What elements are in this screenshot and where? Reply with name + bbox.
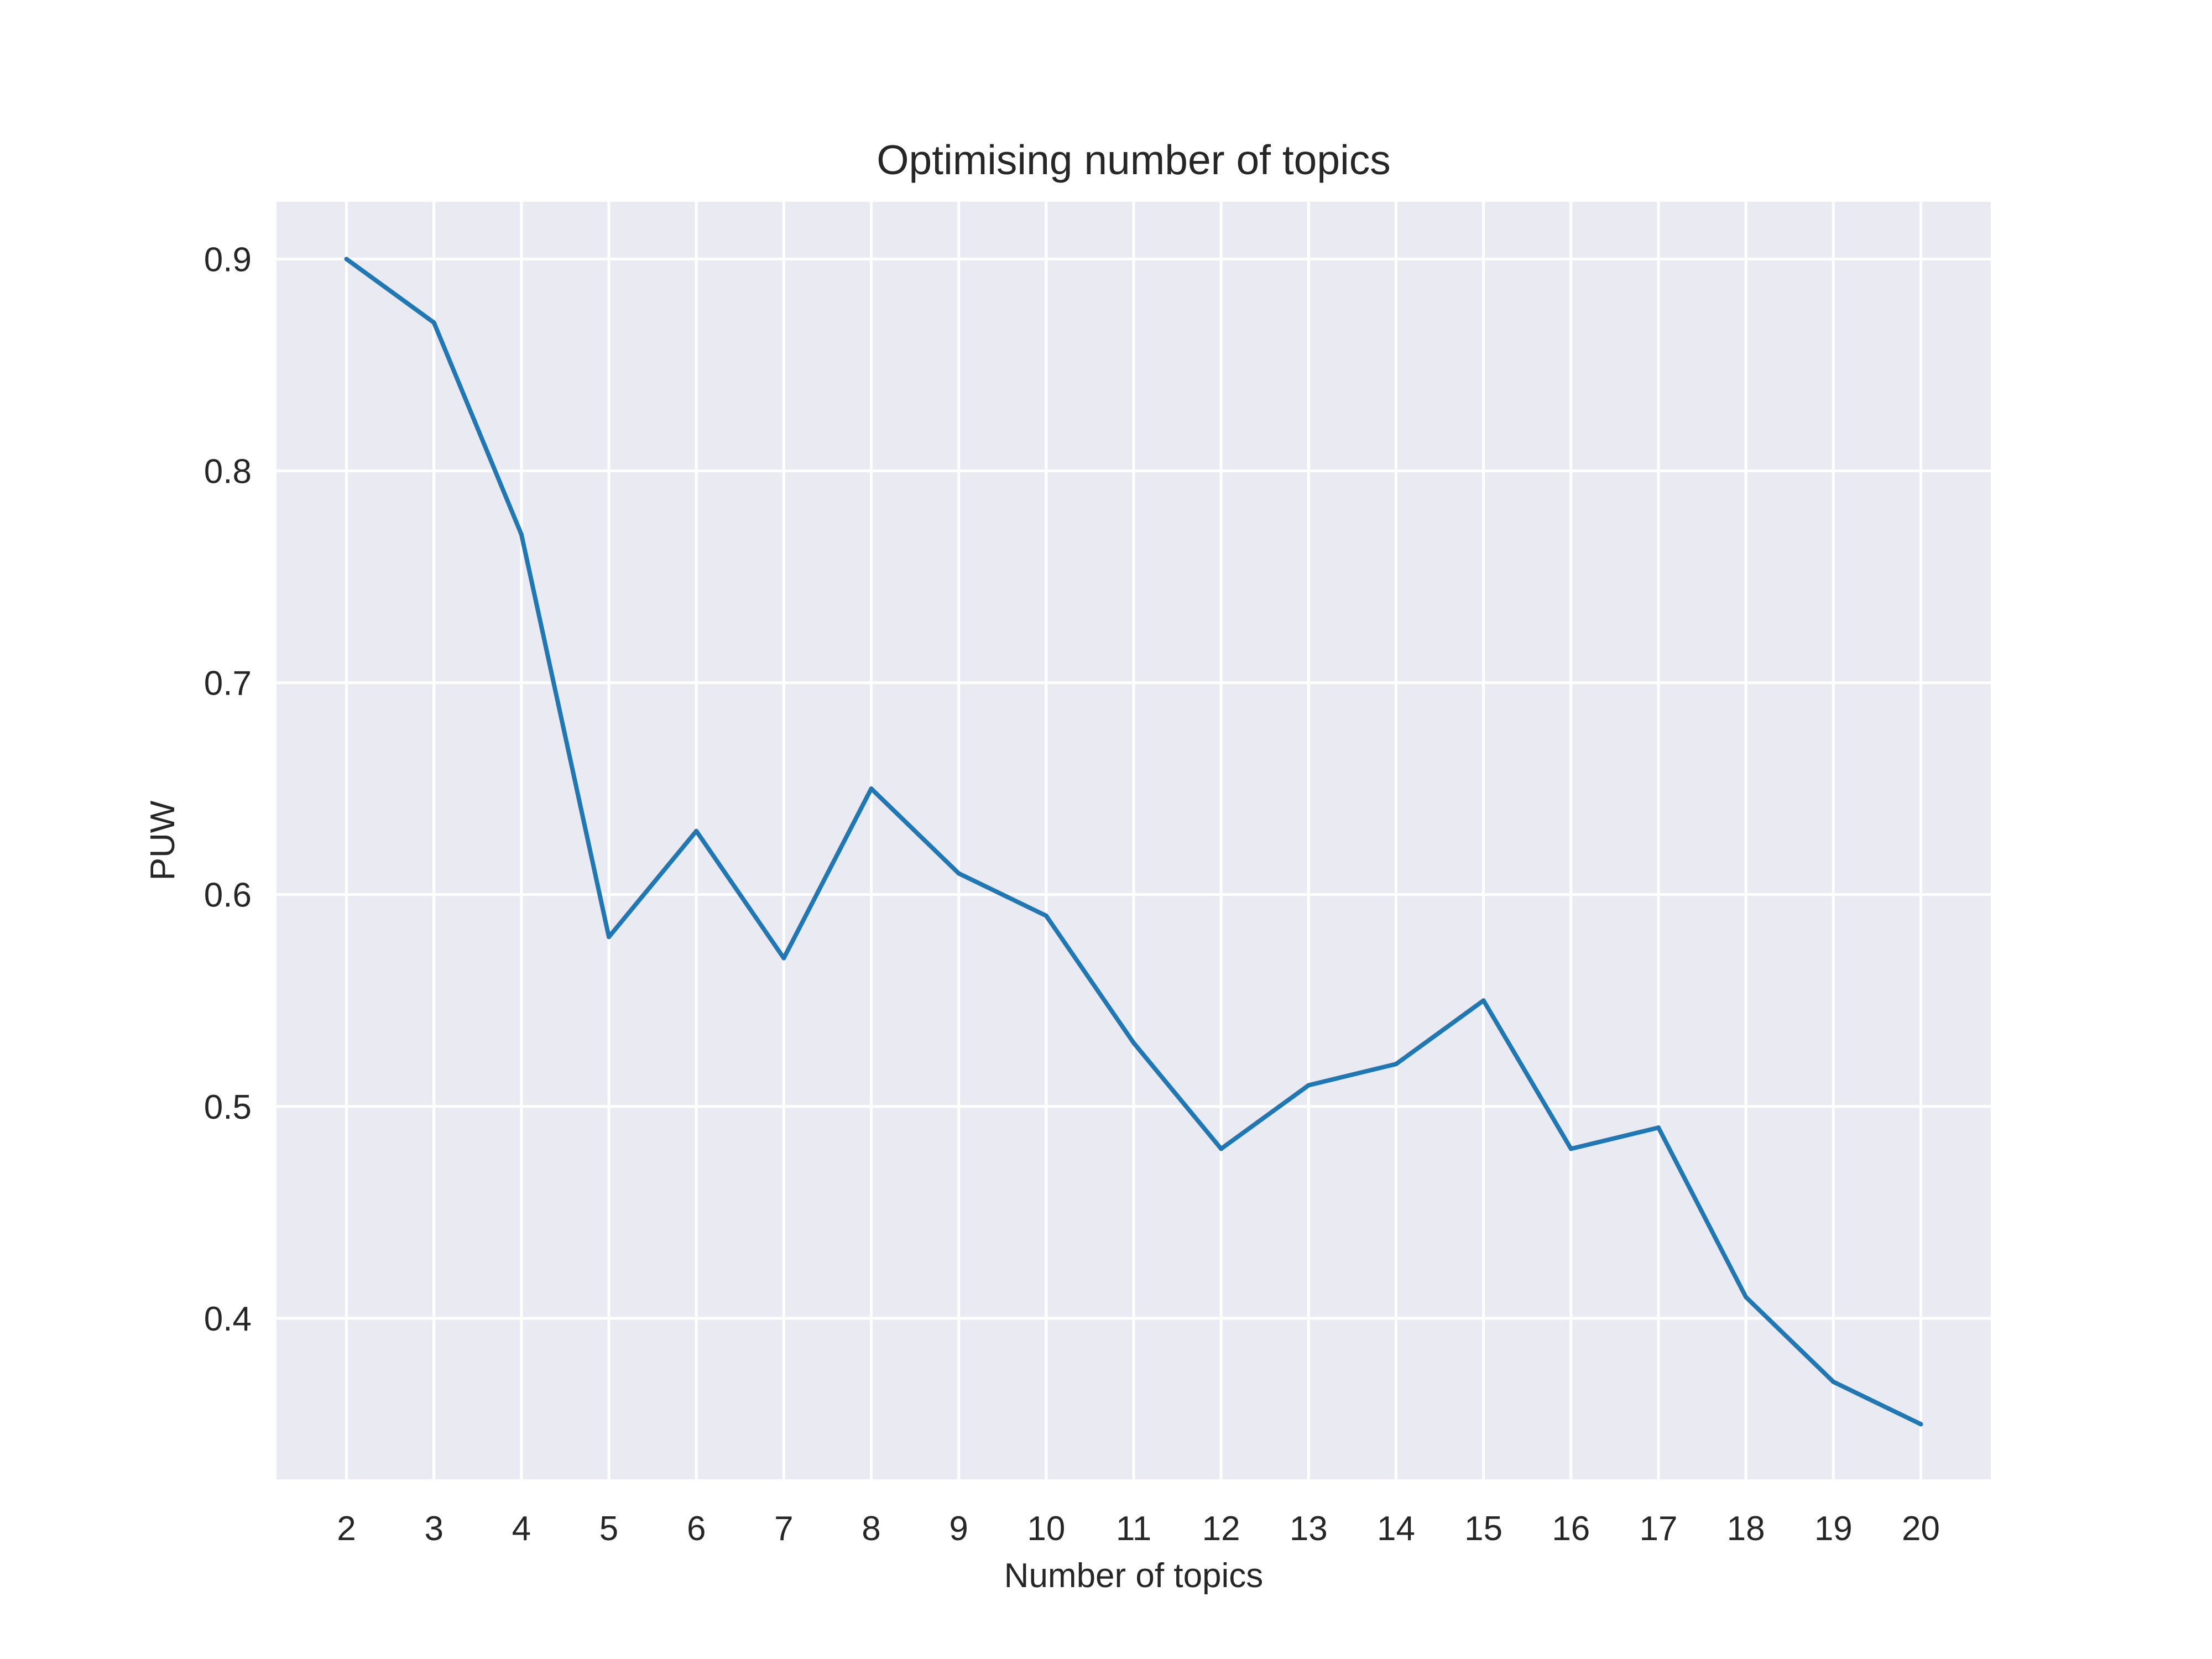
- data-point: [1831, 1379, 1836, 1384]
- x-tick-label: 13: [1290, 1510, 1328, 1548]
- data-point: [1394, 1062, 1399, 1067]
- data-point: [956, 871, 961, 876]
- x-tick-label: 9: [949, 1510, 968, 1548]
- data-point: [781, 956, 786, 961]
- data-point: [519, 532, 524, 537]
- x-tick-label: 8: [862, 1510, 880, 1548]
- y-tick-label: 0.6: [204, 877, 252, 915]
- data-point: [1744, 1295, 1749, 1300]
- x-tick-label: 19: [1814, 1510, 1853, 1548]
- x-tick-label: 18: [1727, 1510, 1765, 1548]
- x-tick-label: 20: [1902, 1510, 1940, 1548]
- x-tick-label: 4: [512, 1510, 531, 1548]
- data-point: [1044, 913, 1048, 918]
- data-point: [869, 786, 874, 791]
- y-tick-label: 0.5: [204, 1088, 252, 1126]
- data-point: [1568, 1146, 1573, 1151]
- x-tick-label: 5: [599, 1510, 618, 1548]
- data-point: [1918, 1422, 1923, 1427]
- y-tick-label: 0.7: [204, 665, 252, 703]
- x-tick-label: 12: [1202, 1510, 1240, 1548]
- series-layer: [344, 257, 1923, 1427]
- y-tick-label: 0.8: [204, 453, 252, 491]
- x-tick-label: 16: [1552, 1510, 1590, 1548]
- data-point: [607, 935, 612, 940]
- data-point: [1481, 998, 1486, 1003]
- x-tick-label: 17: [1639, 1510, 1677, 1548]
- data-point: [344, 257, 349, 262]
- y-tick-labels: 0.4 0.5 0.6 0.7 0.8 0.9: [204, 241, 252, 1338]
- x-tick-label: 2: [337, 1510, 356, 1548]
- y-gridlines: [276, 257, 1991, 1320]
- y-tick-label: 0.9: [204, 241, 252, 279]
- x-axis-label: Number of topics: [1004, 1557, 1264, 1595]
- data-point: [1131, 1040, 1136, 1045]
- data-point: [1656, 1125, 1661, 1130]
- x-tick-label: 3: [424, 1510, 443, 1548]
- x-tick-label: 10: [1027, 1510, 1065, 1548]
- data-point: [1219, 1146, 1224, 1151]
- y-axis-label: PUW: [144, 800, 182, 880]
- x-tick-label: 7: [774, 1510, 793, 1548]
- x-tick-label: 14: [1377, 1510, 1415, 1548]
- chart-title: Optimising number of topics: [877, 137, 1391, 183]
- data-point: [694, 828, 699, 833]
- x-tick-label: 15: [1464, 1510, 1503, 1548]
- x-gridlines: [345, 202, 1922, 1479]
- x-tick-label: 6: [687, 1510, 706, 1548]
- x-tick-labels: 2 3 4 5 6 7 8 9 10 11 12 13 14 15 16 17 18 19 20: [337, 1510, 1940, 1548]
- x-tick-label: 11: [1116, 1510, 1151, 1548]
- y-tick-label: 0.4: [204, 1300, 252, 1338]
- data-point: [1306, 1083, 1311, 1088]
- data-point: [431, 320, 436, 325]
